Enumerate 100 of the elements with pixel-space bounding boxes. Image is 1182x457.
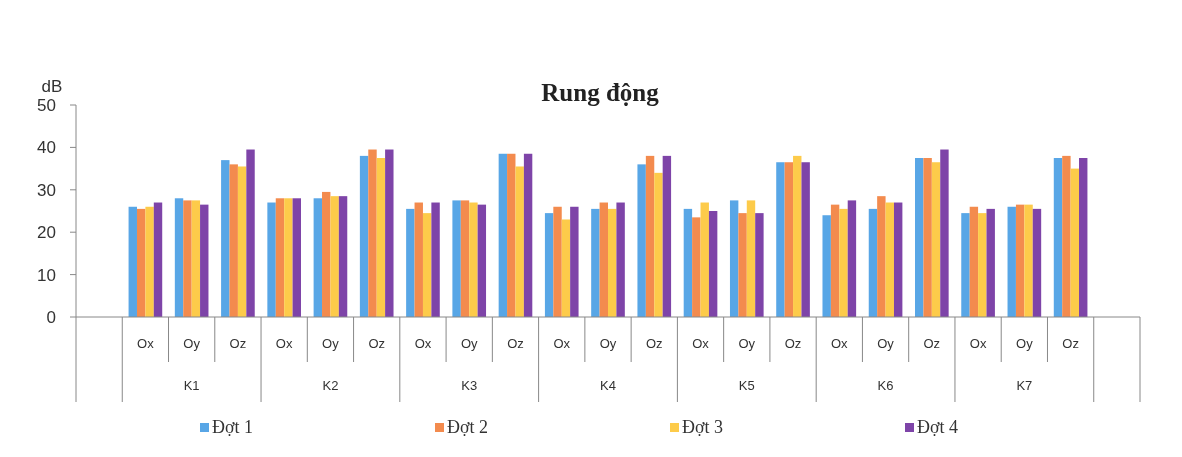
bar [755,213,764,317]
bar [359,155,369,317]
x-tick-label: Oz [923,336,941,351]
legend-label: Đợt 3 [682,417,724,437]
bar [940,149,949,317]
legend-label: Đợt 4 [917,417,959,437]
y-tick-label: 20 [37,223,56,243]
bar [700,202,709,317]
bar [544,213,554,317]
bar [1015,204,1025,317]
bar [599,202,608,317]
bar [776,162,785,317]
text: K2 [322,378,339,393]
bar [515,166,524,317]
bar [893,202,903,317]
text: K1 [183,378,200,393]
bar [338,196,348,317]
text: K7 [1016,378,1033,393]
y-axis-title: dB [41,77,63,96]
bar [174,198,184,317]
bar [645,155,655,317]
bar [793,155,802,317]
bar [885,202,894,317]
x-tick-label: Ox [275,336,293,351]
bar [267,202,276,317]
x-tick-label: Oy [599,336,617,351]
bar [553,206,562,317]
bar [292,198,301,317]
bar [153,202,163,317]
bar [145,206,154,317]
bar [978,213,987,317]
bar [414,202,423,317]
bar [683,208,693,317]
bar [591,208,600,317]
bar [498,153,508,317]
x-tick-label: Oz [1062,336,1079,351]
bar [183,200,192,317]
bar [136,208,146,317]
bar [915,158,924,317]
bar [830,204,840,317]
x-tick-label: Oy [183,336,201,351]
bar [246,149,255,317]
bar [452,200,461,317]
x-tick-label: Ox [137,336,155,351]
bar [191,200,201,317]
bar [738,213,747,317]
bar [616,202,625,317]
bar [460,200,470,317]
bar [847,200,857,317]
bar [923,158,932,317]
bar [229,164,238,317]
x-tick-label: Oy [460,336,479,351]
legend-label: Đợt 1 [212,417,254,437]
bar [1070,168,1080,317]
x-tick-label: Oz [229,336,247,351]
x-tick-label: Oz [368,336,386,351]
bar [221,160,230,317]
x-tick-label: Ox [830,336,849,351]
y-tick-label: 0 [46,307,56,327]
bar [839,208,848,317]
bar [422,213,432,317]
bar [322,191,331,317]
bar [708,211,718,317]
bar [284,198,293,317]
bar [275,198,285,317]
bar [128,206,137,317]
bar [877,196,886,317]
bar [986,208,995,317]
bar [1007,206,1016,317]
bar [1079,158,1088,317]
x-tick-label: Ox [692,336,710,351]
chart-title: Rung động [541,79,660,106]
text: K4 [600,378,616,393]
bar [561,219,571,317]
bar [637,164,646,317]
bar [931,162,941,317]
text: K5 [738,378,755,393]
x-tick-label: Oy [877,336,895,351]
bar [431,202,440,317]
bar [961,213,970,317]
bar [200,204,209,317]
bar [784,162,794,317]
bar [570,206,579,317]
bar [368,149,377,317]
y-tick-label: 10 [37,265,56,285]
legend-label: Đợt 2 [447,417,489,437]
bar [1062,155,1071,317]
bar [385,149,394,317]
text: K6 [877,378,894,393]
bar [507,153,516,317]
y-tick-label: 40 [37,138,56,158]
bar [801,162,810,317]
bar [237,166,247,317]
x-tick-label: Oz [507,336,524,351]
bar [330,196,339,317]
bar [692,217,701,317]
x-tick-label: Oz [645,336,663,351]
bar [868,208,878,317]
x-tick-label: Ox [553,336,571,351]
x-tick-label: Oz [784,336,802,351]
